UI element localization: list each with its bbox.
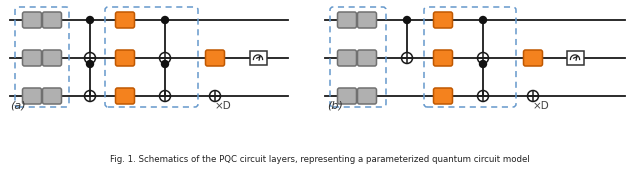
Circle shape bbox=[161, 17, 168, 24]
FancyBboxPatch shape bbox=[205, 50, 225, 66]
Circle shape bbox=[86, 60, 93, 68]
FancyBboxPatch shape bbox=[337, 12, 356, 28]
FancyBboxPatch shape bbox=[22, 50, 42, 66]
FancyBboxPatch shape bbox=[115, 88, 134, 104]
Text: Fig. 1. Schematics of the PQC circuit layers, representing a parameterized quant: Fig. 1. Schematics of the PQC circuit la… bbox=[110, 155, 530, 164]
FancyBboxPatch shape bbox=[358, 50, 376, 66]
FancyBboxPatch shape bbox=[115, 12, 134, 28]
FancyBboxPatch shape bbox=[524, 50, 543, 66]
FancyBboxPatch shape bbox=[42, 12, 61, 28]
FancyBboxPatch shape bbox=[337, 88, 356, 104]
Text: (b): (b) bbox=[327, 101, 343, 111]
Text: ×D: ×D bbox=[215, 101, 232, 111]
FancyBboxPatch shape bbox=[337, 50, 356, 66]
Circle shape bbox=[479, 60, 486, 68]
FancyBboxPatch shape bbox=[115, 50, 134, 66]
FancyBboxPatch shape bbox=[433, 12, 452, 28]
FancyBboxPatch shape bbox=[22, 12, 42, 28]
Text: (a): (a) bbox=[10, 101, 26, 111]
FancyBboxPatch shape bbox=[42, 50, 61, 66]
FancyBboxPatch shape bbox=[22, 88, 42, 104]
Circle shape bbox=[403, 17, 410, 24]
Bar bbox=[250, 51, 266, 65]
FancyBboxPatch shape bbox=[358, 88, 376, 104]
FancyBboxPatch shape bbox=[433, 88, 452, 104]
Bar bbox=[566, 51, 584, 65]
FancyBboxPatch shape bbox=[358, 12, 376, 28]
Circle shape bbox=[86, 17, 93, 24]
FancyBboxPatch shape bbox=[433, 50, 452, 66]
Circle shape bbox=[479, 17, 486, 24]
Text: ×D: ×D bbox=[533, 101, 550, 111]
FancyBboxPatch shape bbox=[42, 88, 61, 104]
Circle shape bbox=[161, 60, 168, 68]
